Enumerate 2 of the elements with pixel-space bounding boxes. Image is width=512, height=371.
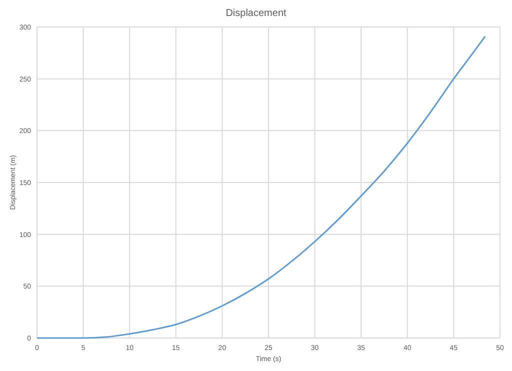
chart-title: Displacement bbox=[226, 8, 287, 19]
line-series bbox=[36, 36, 486, 339]
